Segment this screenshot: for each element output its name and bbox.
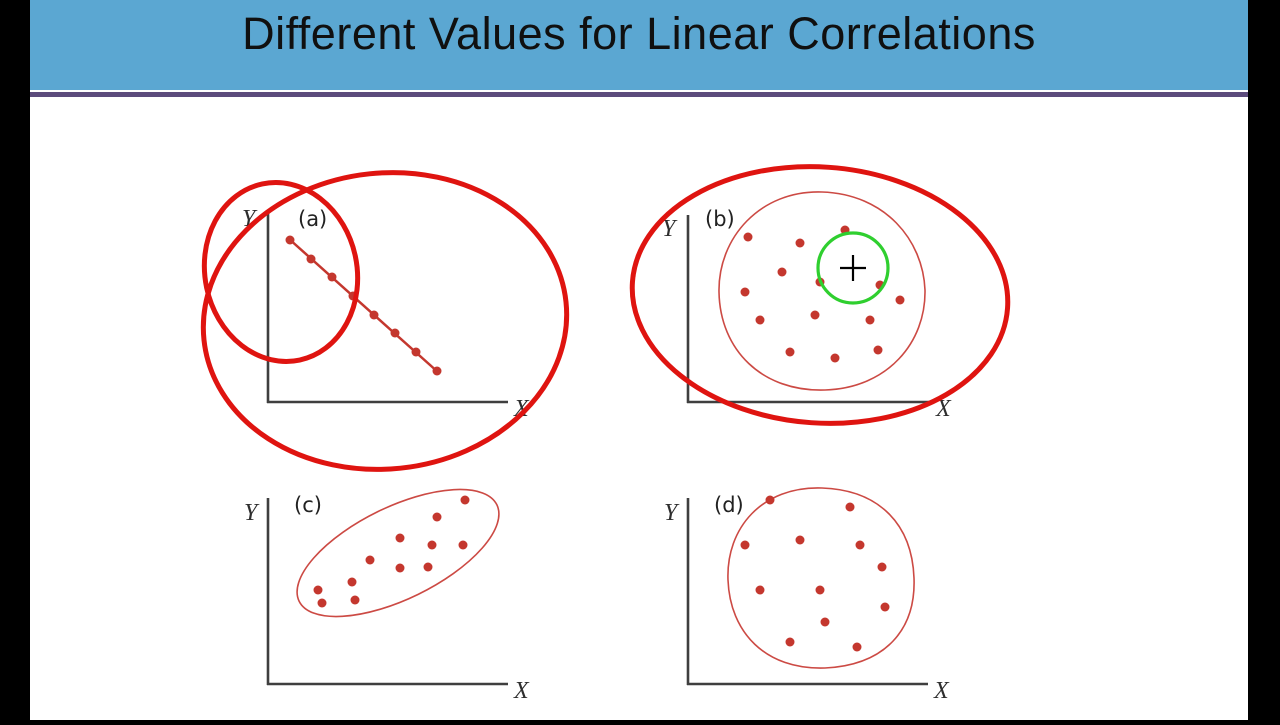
scatter-panel-c: Y X (c) xyxy=(230,480,560,725)
cluster-outline xyxy=(718,191,926,391)
data-point xyxy=(395,563,405,573)
data-point xyxy=(875,280,885,290)
data-point xyxy=(855,540,865,550)
x-axis-label: X xyxy=(933,678,950,704)
data-points-group xyxy=(718,191,926,391)
data-point xyxy=(895,295,905,305)
data-point xyxy=(458,540,468,550)
panel-b-chart: Y X (b) xyxy=(662,191,952,422)
header-divider xyxy=(30,92,1248,97)
data-point xyxy=(795,535,805,545)
letterbox-right xyxy=(1248,0,1280,720)
slide: Different Values for Linear Correlations… xyxy=(30,0,1248,720)
cluster-outline xyxy=(296,488,500,618)
data-point xyxy=(815,585,825,595)
data-point xyxy=(369,310,379,320)
data-point xyxy=(820,617,830,627)
data-point xyxy=(395,533,405,543)
data-point xyxy=(795,238,805,248)
data-point xyxy=(852,642,862,652)
data-point xyxy=(423,562,433,572)
x-axis-label: X xyxy=(935,396,952,422)
data-point xyxy=(740,287,750,297)
x-axis-label: X xyxy=(513,678,530,704)
panel-d-chart: Y X (d) xyxy=(664,487,950,704)
y-axis-label: Y xyxy=(242,206,258,232)
data-point xyxy=(785,637,795,647)
scatter-panel-b: Y X (b) xyxy=(630,190,970,435)
y-axis-label: Y xyxy=(662,216,678,242)
scatter-panel-a: Y X (a) xyxy=(210,190,540,435)
data-point xyxy=(877,562,887,572)
slide-title: Different Values for Linear Correlations xyxy=(242,8,1036,59)
data-point xyxy=(740,540,750,550)
data-points-group xyxy=(727,487,915,669)
data-point xyxy=(865,315,875,325)
panel-label: (b) xyxy=(705,207,735,231)
panel-label: (a) xyxy=(298,207,327,231)
scatter-panel-d: Y X (d) xyxy=(650,480,980,725)
data-point xyxy=(348,291,358,301)
slide-header: Different Values for Linear Correlations xyxy=(30,0,1248,90)
data-point xyxy=(317,598,327,608)
cluster-outline xyxy=(727,487,915,669)
letterbox-left xyxy=(0,0,30,720)
data-points-group xyxy=(285,235,442,376)
panel-c-chart: Y X (c) xyxy=(244,488,530,704)
data-point xyxy=(347,577,357,587)
data-point xyxy=(815,277,825,287)
data-point xyxy=(365,555,375,565)
data-point xyxy=(765,495,775,505)
data-point xyxy=(830,353,840,363)
data-point xyxy=(350,595,360,605)
data-point xyxy=(743,232,753,242)
data-point xyxy=(880,602,890,612)
data-point xyxy=(755,315,765,325)
data-point xyxy=(306,254,316,264)
panel-a-chart: Y X (a) xyxy=(242,206,530,422)
data-point xyxy=(411,347,421,357)
data-point xyxy=(432,512,442,522)
panel-label: (d) xyxy=(714,493,744,517)
data-point xyxy=(327,272,337,282)
data-point xyxy=(873,345,883,355)
panel-label: (c) xyxy=(294,493,322,517)
data-point xyxy=(840,225,850,235)
data-point xyxy=(460,495,470,505)
data-point xyxy=(285,235,295,245)
data-point xyxy=(810,310,820,320)
data-point xyxy=(390,328,400,338)
y-axis-label: Y xyxy=(664,500,680,526)
y-axis-label: Y xyxy=(244,500,260,526)
data-point xyxy=(427,540,437,550)
data-points-group xyxy=(296,488,500,618)
data-point xyxy=(755,585,765,595)
data-point xyxy=(313,585,323,595)
x-axis-label: X xyxy=(513,396,530,422)
data-point xyxy=(845,502,855,512)
data-point xyxy=(432,366,442,376)
data-point xyxy=(777,267,787,277)
data-point xyxy=(785,347,795,357)
